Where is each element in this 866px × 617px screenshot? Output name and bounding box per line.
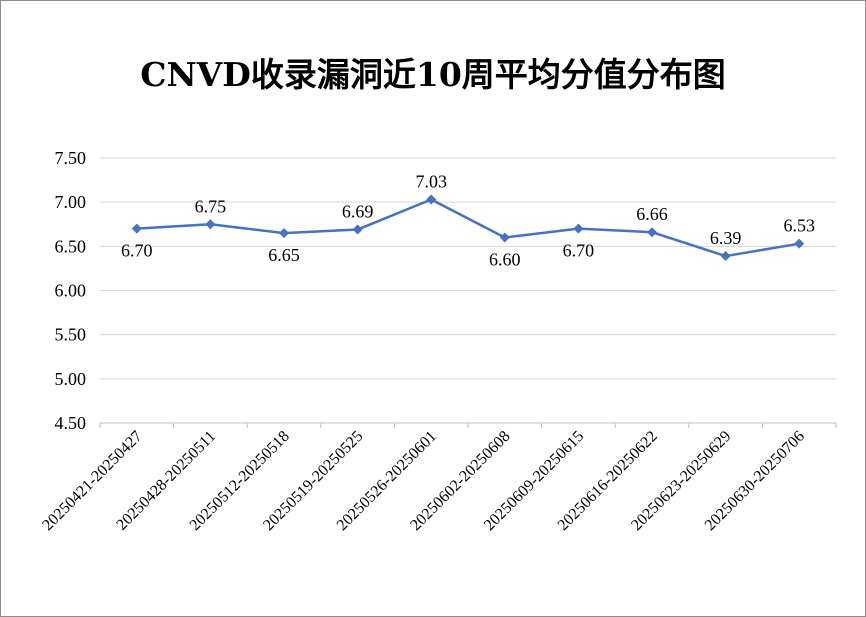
- data-point: [205, 219, 216, 230]
- data-point: [573, 223, 584, 234]
- y-tick-label: 6.00: [55, 281, 87, 301]
- data-point: [426, 194, 437, 205]
- data-labels: 6.70 6.75 6.65 6.69 7.03 6.60 6.70 6.66 6.39 6.53: [121, 172, 815, 270]
- y-tick-label: 5.00: [55, 369, 87, 389]
- data-label: 6.60: [489, 250, 521, 270]
- data-label: 6.69: [342, 202, 374, 222]
- gridlines: [100, 157, 836, 380]
- chart-title: CNVD收录漏洞近10周平均分值分布图: [140, 55, 726, 94]
- y-tick-label: 7.00: [55, 192, 87, 212]
- data-label: 6.70: [563, 241, 595, 261]
- data-point: [794, 238, 805, 249]
- data-label: 6.66: [636, 204, 668, 224]
- data-label: 6.39: [710, 228, 742, 248]
- data-point: [499, 232, 510, 243]
- data-label: 6.65: [268, 245, 300, 265]
- data-point: [352, 224, 363, 235]
- data-label: 6.53: [783, 216, 815, 236]
- data-point: [279, 228, 289, 239]
- data-point: [720, 251, 731, 262]
- y-tick-label: 4.50: [55, 413, 87, 433]
- data-label: 6.75: [195, 196, 227, 216]
- data-point: [131, 223, 142, 234]
- data-point: [647, 227, 657, 238]
- y-tick-label: 5.50: [55, 325, 87, 345]
- series-line: [136, 198, 800, 258]
- y-tick-label: 7.50: [55, 148, 87, 168]
- y-tick-label: 6.50: [55, 236, 87, 256]
- axes: 4.505.005.506.006.507.007.5020250421-202…: [39, 148, 837, 534]
- data-label: 6.70: [121, 241, 153, 261]
- data-label: 7.03: [415, 172, 447, 192]
- series: [131, 194, 805, 262]
